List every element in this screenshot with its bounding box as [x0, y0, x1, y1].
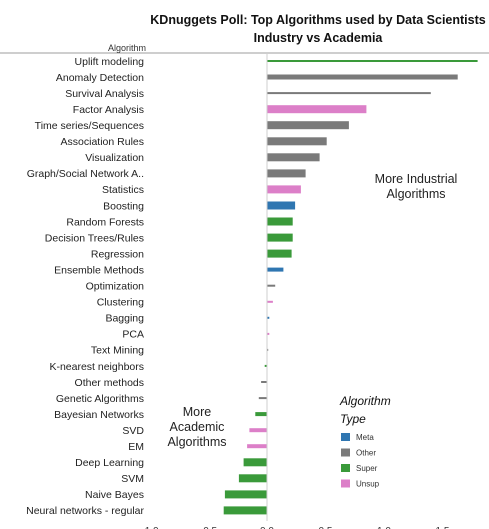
bar-graph-social-network-a	[267, 169, 306, 178]
category-label-visualization: Visualization	[85, 152, 144, 164]
bar-association-rules	[267, 137, 327, 146]
legend-swatch-meta	[341, 433, 350, 441]
x-tick-label: -0.5	[200, 526, 218, 529]
category-label-genetic-algorithms: Genetic Algorithms	[56, 393, 144, 405]
legend-swatch-super	[341, 464, 350, 472]
bar-visualization	[267, 153, 320, 162]
category-label-deep-learning: Deep Learning	[75, 457, 144, 469]
category-label-svd: SVD	[122, 425, 144, 437]
bar-decision-trees-rules	[267, 233, 293, 242]
bar-naive-bayes	[224, 490, 267, 499]
annotation-academic-line-3: Algorithms	[167, 435, 226, 449]
bar-optimization	[267, 284, 276, 287]
legend-label-meta: Meta	[356, 433, 374, 442]
category-label-svm: SVM	[121, 473, 144, 485]
bar-bagging	[267, 316, 270, 319]
bar-neural-networks-regular	[223, 506, 267, 515]
category-label-regression: Regression	[91, 248, 144, 260]
category-label-naive-bayes: Naive Bayes	[85, 489, 144, 501]
category-labels: Uplift modeling Anomaly Detection Survival…	[26, 56, 144, 517]
x-tick-label: 0.5	[319, 526, 333, 529]
bar-survival-analysis	[267, 92, 431, 95]
bar-anomaly-detection	[267, 74, 458, 80]
chart-title-line-2: Industry vs Academia	[254, 31, 384, 45]
legend-swatch-unsup	[341, 479, 350, 488]
legend-title-line-2: Type	[340, 412, 366, 426]
category-label-neural-networks-regular: Neural networks - regular	[26, 505, 144, 517]
legend-items: Meta Other Super Unsup	[341, 433, 380, 489]
annotation-industrial-line-1: More Industrial	[375, 172, 458, 186]
annotation-industrial-line-2: Algorithms	[386, 187, 445, 201]
legend-swatch-other	[341, 448, 350, 457]
bar-boosting	[267, 201, 296, 210]
category-label-em: EM	[128, 441, 144, 453]
bar-deep-learning	[243, 458, 267, 467]
bar-statistics	[267, 185, 301, 194]
bar-bayesian-networks	[255, 412, 267, 417]
category-label-survival-analysis: Survival Analysis	[65, 88, 144, 100]
bar-clustering	[267, 300, 273, 303]
bar-regression	[267, 249, 292, 258]
legend-label-unsup: Unsup	[356, 480, 380, 489]
category-label-text-mining: Text Mining	[91, 345, 144, 357]
category-label-graph-social-network-a: Graph/Social Network A..	[27, 168, 144, 180]
category-label-optimization: Optimization	[86, 281, 145, 293]
y-axis-header: Algorithm	[108, 43, 146, 53]
category-label-association-rules: Association Rules	[61, 136, 144, 148]
x-axis-ticks: -1.0 -0.5 0.0 0.5 1.0 1.5	[141, 526, 450, 529]
legend-title-line-1: Algorithm	[339, 394, 391, 408]
annotation-academic-line-1: More	[183, 405, 212, 419]
bar-genetic-algorithms	[258, 397, 267, 400]
x-tick-label: 1.0	[377, 526, 391, 529]
category-label-bayesian-networks: Bayesian Networks	[54, 409, 144, 421]
category-label-time-series-sequences: Time series/Sequences	[35, 120, 144, 132]
bar-svm	[238, 474, 267, 483]
bar-time-series-sequences	[267, 121, 349, 130]
bar-svd	[249, 428, 267, 433]
category-label-clustering: Clustering	[97, 297, 144, 309]
bar-k-nearest-neighbors	[264, 364, 267, 367]
category-label-k-nearest-neighbors: K-nearest neighbors	[49, 361, 144, 373]
x-tick-label: 0.0	[260, 526, 274, 529]
x-tick-label: -1.0	[141, 526, 159, 529]
x-tick-label: 1.5	[436, 526, 450, 529]
bar-factor-analysis	[267, 105, 367, 114]
bar-random-forests	[267, 217, 293, 226]
category-label-decision-trees-rules: Decision Trees/Rules	[45, 232, 144, 244]
category-label-other-methods: Other methods	[75, 377, 144, 389]
legend: Algorithm Type Meta Other Super Unsup	[339, 394, 391, 489]
bar-uplift-modeling	[267, 60, 478, 62]
annotation-academic-line-2: Academic	[170, 420, 225, 434]
category-label-anomaly-detection: Anomaly Detection	[56, 72, 144, 84]
category-label-uplift-modeling: Uplift modeling	[75, 56, 145, 68]
bar-other-methods	[261, 381, 267, 383]
bar-pca	[267, 332, 270, 335]
bars-layer	[223, 60, 478, 515]
legend-label-super: Super	[356, 464, 378, 473]
category-label-pca: PCA	[122, 329, 144, 341]
category-label-statistics: Statistics	[102, 184, 144, 196]
chart-title-line-1: KDnuggets Poll: Top Algorithms used by D…	[150, 13, 485, 27]
category-label-factor-analysis: Factor Analysis	[73, 104, 144, 116]
category-label-ensemble-methods: Ensemble Methods	[54, 264, 144, 276]
bar-em	[247, 444, 267, 449]
category-label-random-forests: Random Forests	[66, 216, 144, 228]
category-label-boosting: Boosting	[103, 200, 144, 212]
legend-label-other: Other	[356, 449, 376, 458]
bar-text-mining	[267, 348, 269, 351]
bar-ensemble-methods	[267, 267, 284, 272]
category-label-bagging: Bagging	[105, 313, 144, 325]
